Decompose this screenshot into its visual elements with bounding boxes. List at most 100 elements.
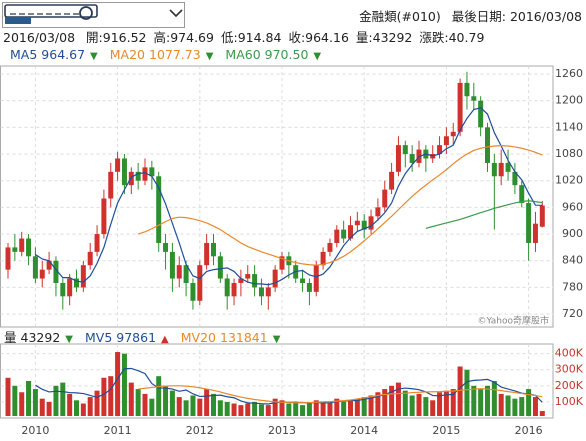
volume-bar [46, 401, 52, 416]
legend-value: 43292 [20, 330, 61, 345]
candle-body [142, 167, 148, 181]
legend-trend: ▲ [161, 334, 169, 345]
volume-bar [457, 366, 463, 416]
volume-bar [163, 385, 169, 416]
quote-date: 2016/03/08 [3, 30, 76, 45]
candle-body [80, 265, 86, 288]
y-tick-label: 200K [555, 379, 584, 392]
volume-bar [211, 393, 216, 416]
volume-bar [498, 393, 504, 416]
y-tick-label: 400K [555, 347, 584, 360]
y-tick-label: 1020 [555, 174, 583, 187]
volume-bar [135, 389, 141, 416]
quote-label: 收: [288, 30, 306, 45]
candle-body [306, 282, 312, 292]
candle-body [74, 278, 79, 288]
volume-bar [87, 397, 93, 416]
volume-bar [156, 376, 162, 416]
legend-name: MA5 [10, 47, 38, 62]
candle-body [53, 260, 59, 283]
candle-body [320, 251, 326, 266]
candle-body [46, 260, 52, 270]
header-title: 金融類(#010) [359, 9, 441, 24]
volume-bar [74, 400, 79, 416]
legend-trend: ▼ [272, 334, 281, 345]
candle-body [190, 282, 196, 301]
candle-body [327, 242, 333, 252]
volume-bar [286, 403, 292, 416]
volume-bar [320, 401, 326, 416]
candle-body [149, 167, 155, 177]
y-tick-label: 840 [562, 254, 583, 267]
legend-name: MV20 [180, 330, 216, 345]
candle-body [19, 238, 25, 252]
quote-label: 開: [86, 30, 103, 45]
candle-body [238, 278, 244, 283]
x-tick-label: 2013 [268, 424, 296, 437]
line [138, 385, 543, 404]
volume-bar [142, 393, 148, 416]
plot-frame [0, 343, 554, 419]
candle-body [313, 265, 319, 292]
volume-bar [402, 390, 408, 416]
candle-body [156, 176, 162, 243]
volume-bar [231, 403, 237, 416]
candle-body [526, 202, 532, 243]
y-tick-label: 720 [562, 307, 583, 320]
volume-bar [327, 402, 333, 416]
volume-bar [101, 377, 107, 416]
volume-bar [108, 376, 114, 416]
y-tick-label: 100K [555, 395, 584, 408]
volume-bar [190, 395, 196, 416]
volume-bar [272, 398, 278, 416]
candle-body [231, 282, 237, 297]
quote-row: 2016/03/08 開:916.52 高:974.69 低:914.84 收:964… [3, 27, 484, 46]
volume-bar [354, 398, 360, 416]
volume-legend: 量 43292 ▼ MV5 97861 ▲ MV20 131841 ▼ [4, 327, 280, 346]
volume-bar [169, 390, 175, 416]
legend-name: MV5 [84, 330, 113, 345]
candle-body [26, 238, 32, 257]
volume-bar [39, 398, 45, 416]
watermark: ©Yahoo奇摩股市 [478, 315, 550, 327]
volume-bar [94, 390, 100, 416]
candle-body [211, 242, 216, 257]
candle-body [382, 189, 388, 208]
legend-value: 964.67 [41, 47, 86, 62]
legend-trend: ▼ [90, 51, 98, 62]
legend-trend: ▼ [313, 51, 322, 62]
legend-value: 970.50 [264, 47, 309, 62]
quote-label: 低: [220, 30, 238, 45]
quote-value: 40.79 [448, 30, 485, 45]
x-tick-label: 2010 [21, 424, 49, 437]
candle-body [341, 229, 347, 239]
volume-bar [115, 352, 121, 416]
volume-bar [313, 400, 319, 416]
x-tick-label: 2011 [104, 424, 132, 437]
volume-bar [252, 401, 258, 416]
candle-body [532, 223, 538, 243]
candle-body [197, 265, 203, 301]
volume-bar [300, 405, 306, 416]
quote-label: 漲跌: [419, 30, 449, 45]
volume-bar [478, 389, 484, 416]
volume-bar [279, 400, 285, 416]
candle-body [163, 242, 169, 252]
legend-name: MA20 [109, 47, 145, 62]
candle-body [512, 171, 518, 186]
volume-bar [519, 397, 525, 416]
date-label: 最後日期: [451, 9, 506, 24]
volume-bar [505, 395, 511, 416]
volume-bar [217, 400, 223, 416]
volume-bar [60, 382, 66, 416]
volume-bar [306, 403, 312, 416]
legend-value: 1077.73 [149, 47, 201, 62]
plot-frame [0, 65, 554, 328]
candle-body [348, 225, 353, 239]
volume-bar [258, 404, 264, 416]
candle-body [279, 256, 285, 270]
candle-body [354, 220, 360, 226]
legend-trend: ▼ [205, 51, 214, 62]
